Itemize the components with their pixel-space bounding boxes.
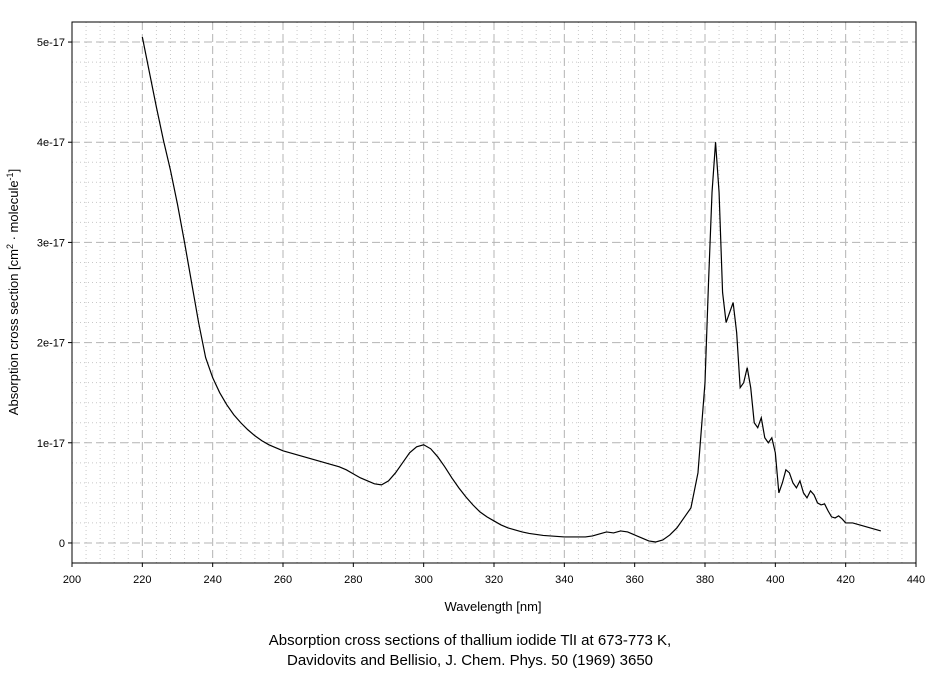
x-tick-label: 260	[274, 574, 292, 586]
x-tick-label: 380	[696, 574, 714, 586]
series-line	[141, 36, 881, 543]
x-tick-label: 300	[414, 574, 432, 586]
y-axis-label: Absorption cross section [cm2 · molecule…	[5, 169, 21, 415]
x-tick-label: 280	[344, 574, 362, 586]
major-grid	[72, 22, 916, 563]
caption-line-1: Absorption cross sections of thallium io…	[268, 632, 672, 649]
x-tick-label: 420	[836, 574, 854, 586]
y-tick-label: 4e-17	[37, 137, 65, 149]
x-tick-label: 340	[555, 574, 573, 586]
caption-line-2: Davidovits and Bellisio, J. Chem. Phys. …	[286, 652, 654, 669]
y-tick-label: 5e-17	[37, 37, 65, 49]
y-tick-label: 0	[59, 538, 65, 550]
x-tick-label: 220	[133, 574, 151, 586]
x-tick-label: 200	[63, 574, 81, 586]
x-axis-ticks: 200 220 240 260 280 300 320 340 360 380 400 420 440	[63, 563, 925, 586]
y-tick-label: 2e-17	[37, 338, 65, 350]
x-tick-label: 320	[485, 574, 503, 586]
y-tick-label: 1e-17	[37, 438, 65, 450]
y-axis-ticks: 0 1e-17 2e-17 3e-17 4e-17 5e-17	[37, 37, 72, 550]
x-tick-label: 240	[203, 574, 221, 586]
y-tick-label: 3e-17	[37, 237, 65, 249]
x-tick-label: 360	[625, 574, 643, 586]
x-tick-label: 400	[766, 574, 784, 586]
x-tick-label: 440	[907, 574, 925, 586]
x-axis-label: Wavelength [nm]	[444, 599, 541, 614]
